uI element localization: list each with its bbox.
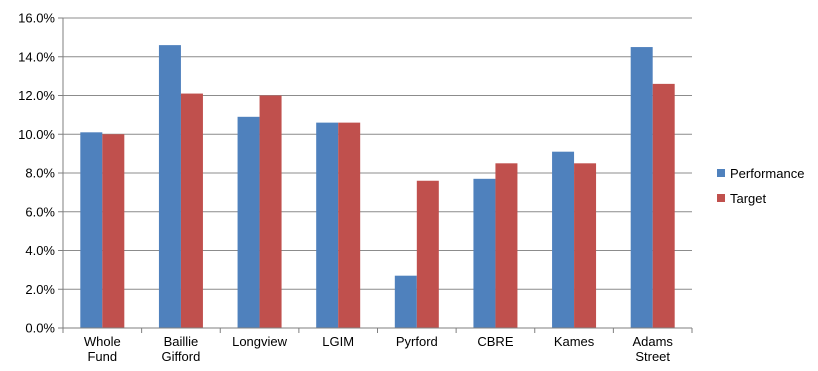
bar-performance [473, 178, 496, 328]
x-tick-label: Pyrford [396, 334, 438, 349]
bar-target [495, 163, 518, 328]
y-tick-label: 6.0% [25, 204, 55, 219]
x-tick-label: Whole Fund [84, 334, 121, 364]
y-tick-label: 8.0% [25, 166, 55, 181]
x-tick-label: LGIM [322, 334, 354, 349]
bar-target [574, 163, 597, 328]
y-tick-label: 10.0% [18, 127, 55, 142]
x-tick-label: Baillie Gifford [162, 334, 201, 364]
x-tick-label: Kames [554, 334, 595, 349]
bar-target [338, 122, 361, 328]
bar-performance [80, 132, 103, 328]
bar-performance [316, 122, 339, 328]
bar-target [259, 95, 282, 328]
x-tick-label: Longview [232, 334, 288, 349]
y-tick-label: 12.0% [18, 88, 55, 103]
x-tick-labels: Whole Fund Baillie Gifford Longview LGIM Pyrfo… [84, 334, 674, 364]
axes [62, 18, 693, 333]
legend-label-performance: Performance [730, 166, 804, 181]
y-tick-label: 4.0% [25, 243, 55, 258]
x-tick-label: CBRE [477, 334, 513, 349]
bar-target [652, 83, 675, 328]
x-tick-label: Adams Street [632, 334, 673, 364]
bar-performance [237, 116, 260, 328]
y-tick-label: 14.0% [18, 49, 55, 64]
bar-performance [552, 151, 575, 328]
legend: Performance Target [717, 166, 804, 206]
bar-performance [158, 45, 181, 328]
y-tick-labels: 0.0% 2.0% 4.0% 6.0% 8.0% 10.0% 12.0% 14.0% 16.0% [18, 11, 55, 336]
y-tick-label: 0.0% [25, 321, 55, 336]
legend-swatch-performance [717, 169, 725, 177]
y-tick-label: 16.0% [18, 11, 55, 26]
bars [80, 45, 675, 328]
bar-target [416, 180, 439, 328]
bar-performance [394, 275, 417, 328]
gridlines [58, 17, 692, 329]
y-tick-label: 2.0% [25, 282, 55, 297]
bar-performance [630, 47, 653, 328]
legend-swatch-target [717, 194, 725, 202]
legend-label-target: Target [730, 191, 767, 206]
bar-target [180, 93, 203, 328]
bar-target [102, 134, 125, 328]
